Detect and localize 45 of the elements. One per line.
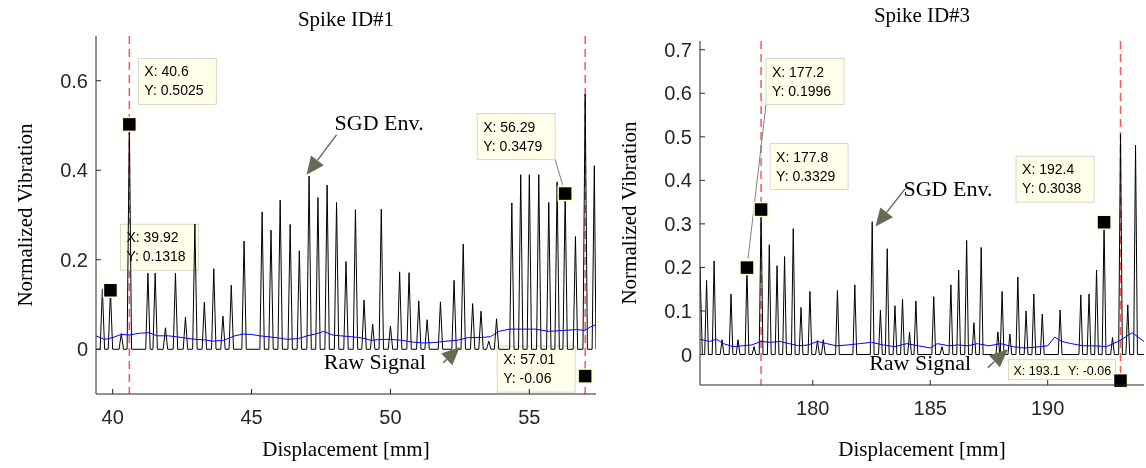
y-tick-label: 0.4 <box>60 159 88 182</box>
point <box>102 282 119 299</box>
annotation: X: 192.4 Y: 0.3038 <box>1022 161 1082 197</box>
y-tick-label: 0.6 <box>664 82 692 105</box>
x-axis-title: Displacement [mm] <box>262 437 430 461</box>
y-tick-label: 0.6 <box>60 69 88 92</box>
point <box>739 259 755 276</box>
x-axis-title: Displacement [mm] <box>838 437 1006 461</box>
text: SGD Env. <box>334 109 424 135</box>
y-axis-title: Normalized Vibration <box>617 120 641 305</box>
y-tick-label: 0.1 <box>664 299 692 322</box>
x-tick-label: 45 <box>240 406 263 428</box>
point <box>121 116 138 133</box>
annotation: X: 40.6 Y: 0.5025 <box>144 63 204 99</box>
y-tick-label: 0.2 <box>664 256 692 279</box>
y-tick-label: 0.2 <box>60 248 88 271</box>
x-tick-label: 50 <box>379 406 402 428</box>
series-label: SGD Env. <box>903 175 993 201</box>
series-label: Raw Signal <box>869 350 972 376</box>
line-series <box>700 332 1144 349</box>
annotation: X: 177.2 Y: 0.1996 <box>771 63 832 99</box>
x-tick-label: 180 <box>796 397 830 419</box>
y-tick-label: 0 <box>680 343 692 366</box>
x-tick-label: 55 <box>518 406 541 428</box>
annotation: X: 56.29 Y: 0.3479 <box>483 118 543 154</box>
y-tick-label: 0.4 <box>664 169 692 192</box>
y-axis-title: Normalized Vibration <box>13 122 37 307</box>
series-label: Raw Signal <box>323 349 426 375</box>
annotation: X: 193.1 Y: -0.06 <box>1013 363 1112 378</box>
y-tick-label: 0.7 <box>664 38 692 61</box>
point <box>1096 214 1112 230</box>
line-series <box>96 324 596 344</box>
x-tick-label: 190 <box>1030 397 1065 419</box>
y-tick-label: 0 <box>76 338 88 361</box>
y-tick-label: 0.5 <box>664 125 692 148</box>
point <box>577 368 593 384</box>
annotation: X: 177.8 Y: 0.3329 <box>776 148 836 184</box>
annotation: X: 57.01 Y: -0.06 <box>503 351 556 387</box>
x-tick-label: 40 <box>101 406 124 428</box>
chart-title: Spike ID#1 <box>297 7 395 31</box>
point <box>557 185 573 202</box>
chart-title: Spike ID#3 <box>873 3 971 27</box>
x-tick-label: 185 <box>913 397 947 419</box>
point <box>753 201 769 218</box>
y-tick-label: 0.3 <box>664 212 692 235</box>
